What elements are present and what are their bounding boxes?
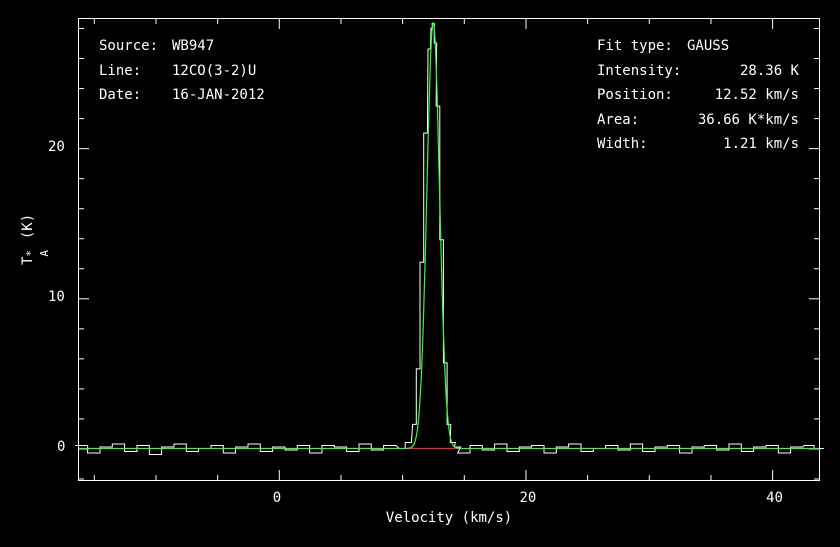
info-row: Line: 12CO(3-2)U xyxy=(99,59,265,84)
info-key: Width: xyxy=(597,136,648,152)
y-tick-label: 10 xyxy=(48,289,65,306)
y-axis-label: T * A (K) xyxy=(20,213,51,265)
observation-info: Source: WB947 Line: 12CO(3-2)U Date: 16-JAN-2… xyxy=(99,34,265,108)
info-value: 12CO(3-2)U xyxy=(172,62,257,79)
info-key: Source: xyxy=(99,38,159,54)
y-tick-label: 20 xyxy=(48,139,65,156)
info-value: 16-JAN-2012 xyxy=(172,87,265,103)
x-tick-label: 20 xyxy=(519,490,537,506)
info-row: Intensity: 28.36 K xyxy=(597,59,799,84)
info-key: Date: xyxy=(99,87,142,103)
info-key: Intensity: xyxy=(597,62,682,79)
info-row: Source: WB947 xyxy=(99,34,265,59)
y-tick-label: 0 xyxy=(57,439,66,456)
info-row: Width: 1.21 km/s xyxy=(597,132,799,157)
gauss-fit-line xyxy=(79,21,819,450)
info-value: 36.66 K*km/s xyxy=(697,111,799,128)
info-value: 1.21 km/s xyxy=(723,136,799,152)
info-row: Fit type: GAUSS xyxy=(597,34,799,59)
info-value: GAUSS xyxy=(687,38,730,54)
plot-frame xyxy=(78,18,820,481)
info-key: Area: xyxy=(597,111,640,128)
info-value: 12.52 km/s xyxy=(714,87,799,103)
info-row: Area: 36.66 K*km/s xyxy=(597,108,799,133)
x-tick-label: 0 xyxy=(272,490,282,506)
info-key: Line: xyxy=(99,62,142,79)
info-row: Position: 12.52 km/s xyxy=(597,83,799,108)
info-row: Date: 16-JAN-2012 xyxy=(99,83,265,108)
fit-results: Fit type: GAUSS Intensity: 28.36 K Position:… xyxy=(597,34,799,157)
x-tick-label: 40 xyxy=(766,490,783,506)
info-key: Fit type: xyxy=(597,38,673,54)
x-axis-label: Velocity (km/s) xyxy=(385,510,513,526)
info-value: 28.36 K xyxy=(739,62,799,79)
info-value: WB947 xyxy=(172,38,215,54)
info-key: Position: xyxy=(597,87,673,103)
